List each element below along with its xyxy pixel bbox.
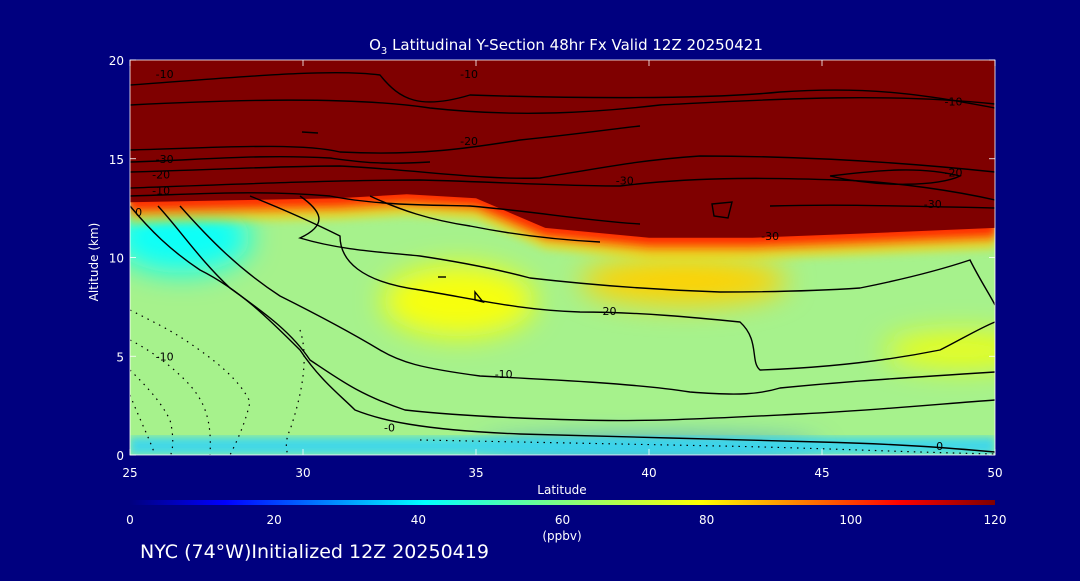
stratospheric-ozone-layer	[130, 60, 995, 260]
contour-label-14: -10	[495, 368, 513, 381]
axes: 25 30 35 40 45 50 0 5 10 15 20	[109, 54, 1003, 480]
x-axis-label: Latitude	[537, 483, 586, 497]
colorbar-tick-label-3: 60	[555, 513, 570, 527]
contour-label-3: -20	[460, 135, 478, 148]
y-tick-label-3: 15	[109, 153, 124, 167]
x-tick-label-0: 25	[122, 466, 137, 480]
colorbar	[130, 500, 995, 505]
surface-layer	[130, 437, 995, 455]
ozone-anomaly-2	[579, 257, 788, 305]
colorbar-axis: 0 20 40 60 80 100 120	[126, 513, 1006, 527]
contour-label-10: 0	[135, 206, 142, 219]
colorbar-unit-label: (ppbv)	[542, 529, 581, 543]
colorbar-tick-label-4: 80	[699, 513, 714, 527]
y-tick-label-0: 0	[116, 449, 124, 463]
contour-labels: -10 -10 -10 -20 -30 -20 -10 -30 -20 -30 0 -30 -20 -10…	[135, 68, 962, 453]
x-tick-label-4: 45	[814, 466, 829, 480]
stratosphere-fill	[130, 60, 995, 238]
contour-lines	[130, 71, 995, 453]
ozone-anomaly-3	[884, 332, 995, 369]
contour-label-1: -10	[460, 68, 478, 81]
contour-label-13: -10	[156, 350, 174, 363]
y-tick-label-2: 10	[109, 252, 124, 266]
y-tick-label-4: 20	[109, 54, 124, 68]
negative-contour-lines	[130, 309, 995, 455]
colorbar-tick-label-5: 100	[839, 513, 862, 527]
contour-label-12: -20	[598, 305, 616, 318]
y-tick-label-1: 5	[116, 350, 124, 364]
contour-label-5: -20	[152, 169, 170, 182]
contour-label-6: -10	[152, 184, 170, 197]
x-tick-label-2: 35	[468, 466, 483, 480]
contour-label-0: -10	[156, 68, 174, 81]
initialization-note: NYC (74°W)Initialized 12Z 20250419	[140, 541, 489, 563]
colorbar-tick-label-0: 0	[126, 513, 134, 527]
contour-label-8: -20	[944, 167, 962, 180]
x-tick-label-3: 40	[641, 466, 656, 480]
contour-label-4: -30	[156, 153, 174, 166]
contour-label-15: -0	[384, 421, 395, 434]
heatmap-field: -10 -10 -10 -20 -30 -20 -10 -30 -20 -30 0 -30 -20 -10…	[130, 60, 995, 455]
contour-label-2: -10	[944, 95, 962, 108]
contour-label-7: -30	[616, 174, 634, 187]
colorbar-tick-label-6: 120	[984, 513, 1007, 527]
colorbar-tick-label-2: 40	[411, 513, 426, 527]
ozone-anomaly-1	[382, 265, 535, 337]
chart-title: O3 Latitudinal Y-Section 48hr Fx Valid 1…	[369, 36, 763, 57]
x-tick-label-5: 50	[987, 466, 1002, 480]
x-tick-label-1: 30	[295, 466, 310, 480]
contour-label-11: -30	[761, 230, 779, 243]
colorbar-tick-label-1: 20	[267, 513, 282, 527]
y-axis-label: Altitude (km)	[87, 223, 101, 302]
contour-label-9: -30	[924, 198, 942, 211]
contour-label-16: 0	[936, 440, 943, 453]
